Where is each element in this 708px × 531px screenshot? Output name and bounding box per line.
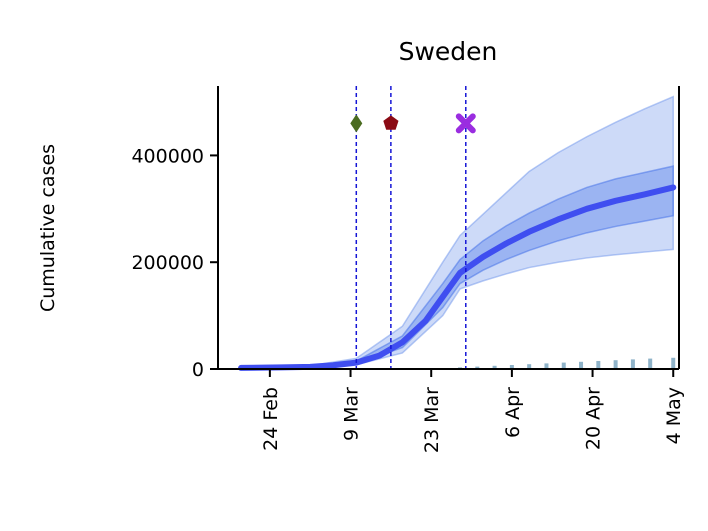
y-tick-label: 0 (192, 359, 204, 381)
y-tick-label: 200000 (131, 252, 204, 274)
inner-band (240, 165, 674, 369)
y-axis-label: Cumulative cases (37, 144, 59, 312)
observed-bar (579, 361, 584, 369)
observed-bar (475, 366, 480, 369)
x-tick-label: 4 May (663, 387, 685, 444)
outer-band (240, 95, 674, 370)
x-tick-label: 9 Mar (341, 387, 363, 441)
observed-bar (527, 364, 532, 369)
intervention-marker-diamond (350, 114, 363, 133)
observed-bar (613, 360, 618, 369)
y-tick-label: 400000 (131, 145, 204, 167)
x-tick-label: 24 Feb (260, 387, 282, 451)
observed-bar (509, 364, 514, 369)
y-ticks: 0 200000 400000 (131, 145, 218, 381)
chart-title: Sweden (399, 37, 498, 66)
x-tick-label: 23 Mar (421, 387, 443, 453)
observed-bar (561, 362, 566, 369)
plot-area (238, 86, 677, 371)
observed-bar (492, 365, 497, 369)
intervention-marker-pentagon (383, 115, 399, 130)
x-tick-label: 6 Apr (502, 387, 524, 438)
x-tick-label: 20 Apr (583, 387, 605, 450)
observed-bar (544, 363, 549, 369)
observed-bar (648, 358, 653, 369)
observed-bar (596, 360, 601, 369)
observed-bar (630, 359, 635, 369)
median-line (238, 184, 677, 371)
intervention-marker-cross (455, 113, 476, 134)
observed-bar (671, 357, 676, 369)
x-ticks: 24 Feb 9 Mar 23 Mar 6 Apr 20 Apr 4 May (260, 369, 685, 453)
